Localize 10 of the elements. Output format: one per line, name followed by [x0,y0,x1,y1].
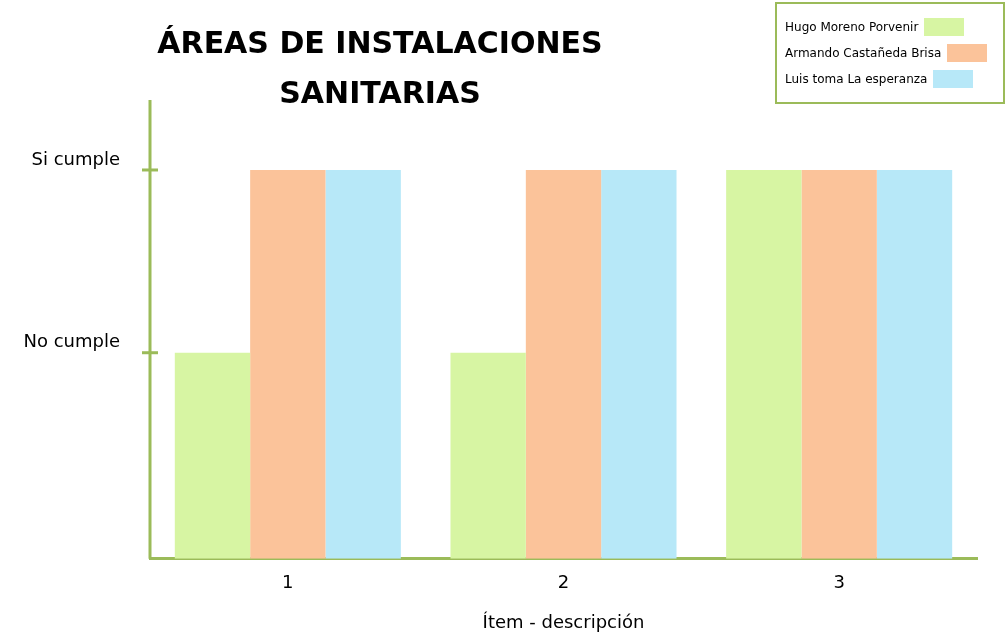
x-axis-title: Ítem - descripción [482,610,645,632]
text: No cumple [23,330,120,352]
x-tick-label: 3 [833,571,845,593]
legend-label: Armando Castañeda Brisa [785,45,942,61]
chart-title: ÁREAS DE INSTALACIONES SANITARIAS [156,24,604,112]
legend-label: Hugo Moreno Porvenir [785,19,919,35]
text: Si cumple [31,147,120,169]
legend-label: Luis toma La esperanza [785,71,928,87]
x-tick-label: 2 [557,571,570,593]
x-tick-label: 1 [282,571,294,593]
